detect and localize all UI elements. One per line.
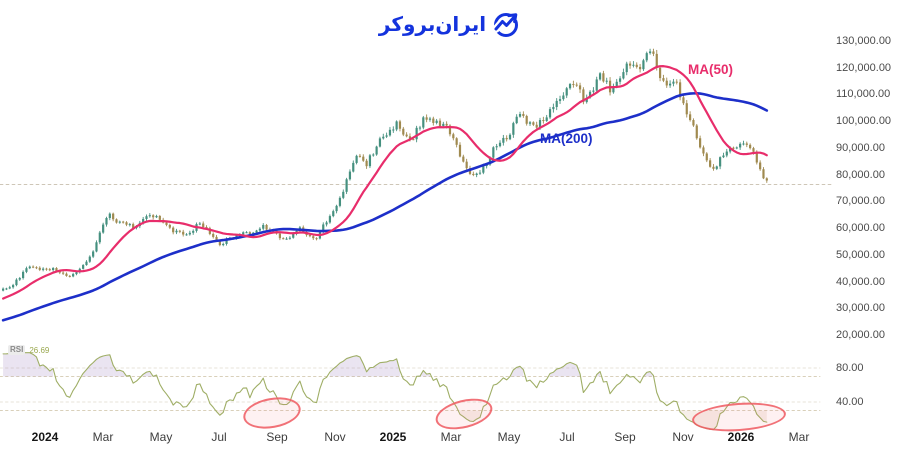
ma200-label: MA(200)	[540, 131, 593, 146]
rsi-value: 26.69	[29, 345, 50, 355]
rsi-axis-tick: 40.00	[836, 396, 864, 408]
price-axis-tick: 60,000.00	[836, 222, 885, 235]
price-axis-tick: 50,000.00	[836, 248, 885, 261]
price-axis-tick: 130,000.00	[836, 35, 892, 47]
time-axis-tick: 2024	[31, 430, 59, 444]
rsi-indicator-header: RSI 26.69	[8, 345, 49, 355]
broker-logo-chart-icon	[492, 11, 520, 37]
time-axis-tick: May	[497, 430, 521, 444]
rsi-axis-tick: 80.00	[836, 362, 864, 374]
ma50-label: MA(50)	[688, 62, 734, 77]
time-axis-tick: 2026	[727, 430, 755, 444]
rsi-tag: RSI	[8, 345, 26, 355]
price-axis-tick: 110,000.00	[836, 88, 891, 101]
time-axis-tick: Jul	[211, 430, 227, 444]
price-axis-tick: 40,000.00	[836, 275, 885, 288]
price-axis-tick: 90,000.00	[836, 141, 885, 154]
time-axis-tick: Mar	[92, 430, 114, 444]
time-axis-tick: Sep	[614, 430, 636, 444]
price-axis-tick: 80,000.00	[836, 168, 885, 181]
price-axis-tick: 120,000.00	[836, 61, 892, 74]
broker-logo: ایران‌بروکر	[0, 9, 900, 39]
time-axis-tick: Nov	[324, 430, 346, 444]
time-axis-tick: Sep	[266, 430, 288, 444]
time-axis-tick: 2025	[379, 430, 407, 444]
price-axis-tick: 30,000.00	[836, 302, 885, 315]
time-axis-tick: Mar	[788, 430, 810, 444]
time-axis-tick: Mar	[440, 430, 462, 444]
broker-logo-text: ایران‌بروکر	[378, 12, 487, 36]
time-axis-tick: Nov	[672, 430, 694, 444]
price-axis-tick: 20,000.00	[836, 329, 885, 342]
time-axis-tick: Jul	[559, 430, 575, 444]
price-axis-tick: 100,000.00	[836, 115, 892, 128]
price-axis-tick: 70,000.00	[836, 195, 885, 208]
time-axis-tick: May	[149, 430, 173, 444]
